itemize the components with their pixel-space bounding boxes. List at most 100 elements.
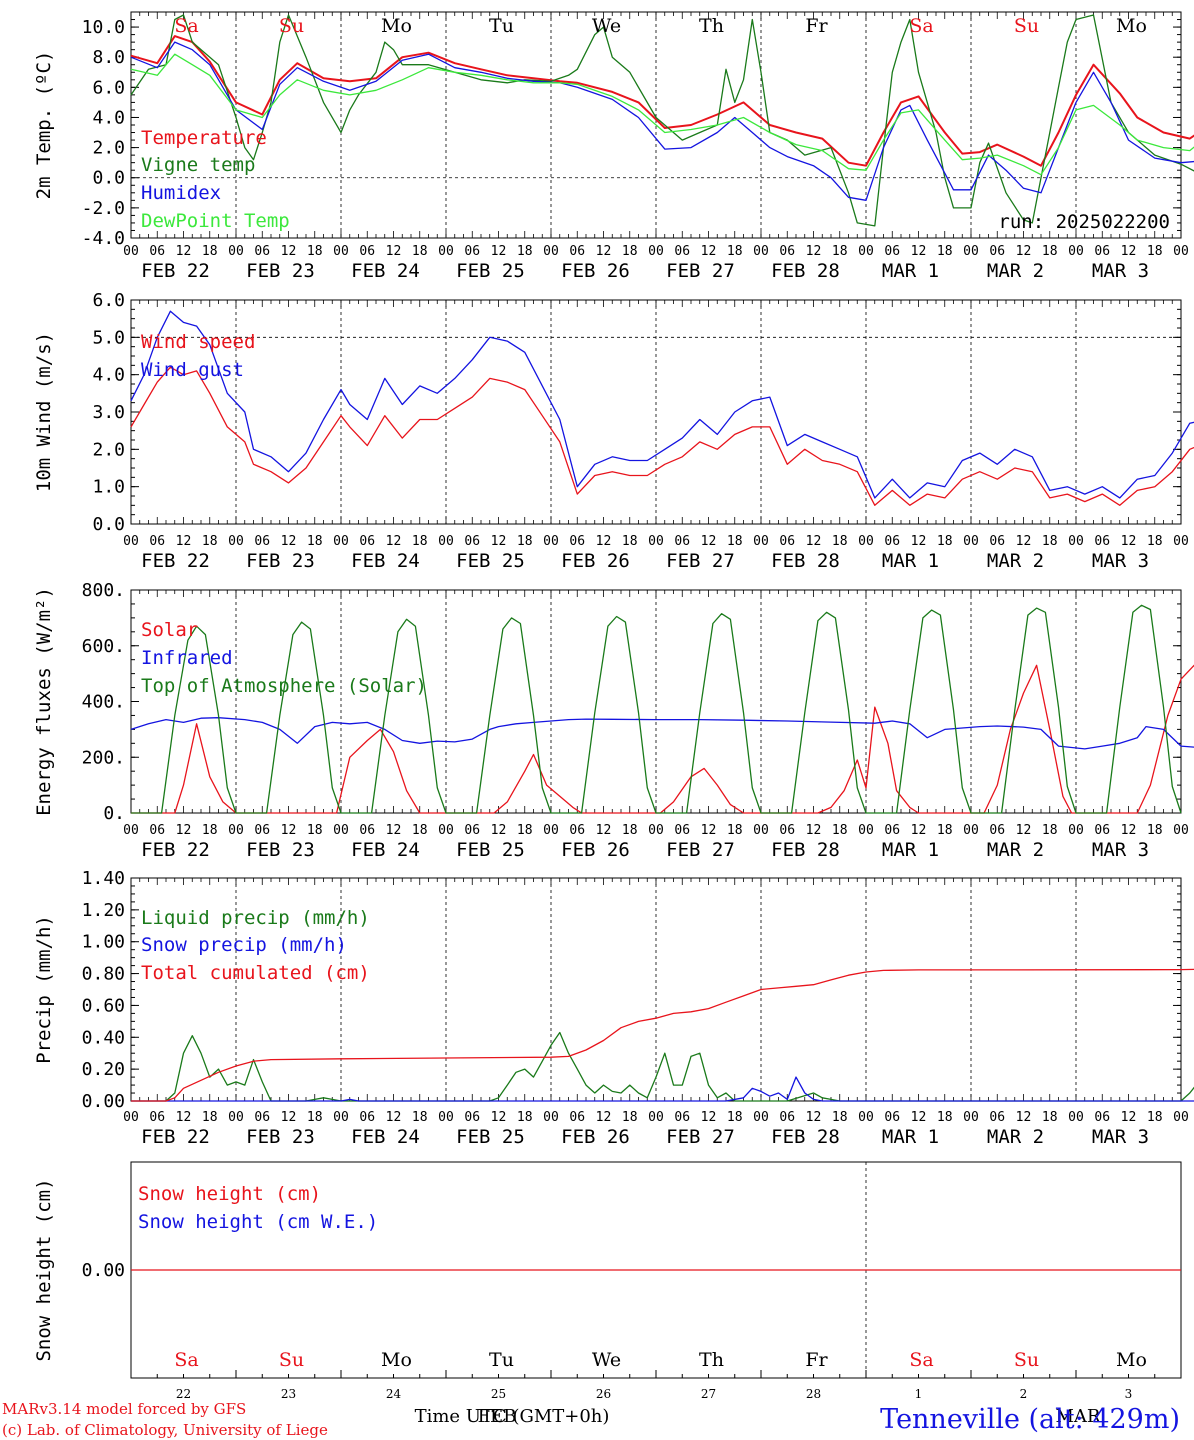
hour-tick-label: 18 (622, 823, 638, 838)
hour-tick-label: 06 (359, 823, 375, 838)
date-label: FEB 22 (141, 1126, 210, 1148)
hour-tick-label: 18 (517, 823, 533, 838)
hour-tick-label: 18 (517, 244, 533, 259)
day-of-week-label: Mo (1116, 1349, 1147, 1371)
hour-tick-label: 00 (648, 244, 664, 259)
hour-tick-label: 00 (543, 1110, 559, 1125)
date-label: FEB 28 (771, 550, 840, 572)
y-tick-label: 0.60 (82, 995, 125, 1016)
hour-tick-label: 18 (727, 244, 743, 259)
plot-frame (130, 589, 1182, 814)
legend-entry: Snow precip (mm/h) (141, 934, 347, 956)
hour-tick-label: 00 (438, 534, 454, 549)
date-label: MAR 1 (882, 550, 939, 572)
hour-tick-label: 12 (491, 534, 507, 549)
hour-tick-label: 00 (1173, 534, 1189, 549)
hour-tick-label: 12 (596, 534, 612, 549)
legend-entry: Temperature (141, 127, 267, 149)
legend-entry: Snow height (cm W.E.) (138, 1211, 378, 1233)
hour-tick-label: 06 (149, 534, 165, 549)
hour-tick-label: 06 (569, 1110, 585, 1125)
month-label: MAR (1056, 1406, 1101, 1427)
y-axis-label: 10m Wind (m/s) (33, 332, 55, 492)
hour-tick-label: 00 (963, 1110, 979, 1125)
hour-tick-label: 18 (517, 1110, 533, 1125)
hour-tick-label: 00 (333, 244, 349, 259)
hour-tick-label: 12 (806, 244, 822, 259)
hour-tick-label: 12 (1016, 534, 1032, 549)
hour-tick-label: 12 (491, 244, 507, 259)
date-label: MAR 1 (882, 260, 939, 282)
hour-tick-label: 18 (202, 534, 218, 549)
day-of-week-label: We (592, 15, 621, 37)
month-label: FEB (478, 1406, 517, 1427)
hour-tick-label: 12 (596, 1110, 612, 1125)
hour-tick-label: 06 (884, 823, 900, 838)
plot-frame (130, 299, 1182, 525)
day-number-label: 26 (596, 1387, 611, 1401)
date-label: FEB 26 (561, 550, 630, 572)
hour-tick-label: 18 (1147, 244, 1163, 259)
legend-entry: Top of Atmosphere (Solar) (141, 675, 427, 697)
y-tick-label: 0.00 (82, 1091, 125, 1112)
date-label: FEB 23 (246, 260, 315, 282)
hour-tick-label: 12 (596, 244, 612, 259)
hour-tick-label: 12 (176, 244, 192, 259)
hour-tick-label: 06 (254, 823, 270, 838)
day-of-week-label: We (592, 1349, 621, 1371)
day-of-week-label: Sa (174, 15, 198, 37)
series-line-solar (131, 664, 1194, 814)
hour-tick-label: 18 (727, 534, 743, 549)
y-tick-label: 10.0 (82, 17, 125, 38)
hour-tick-label: 12 (491, 823, 507, 838)
hour-tick-label: 00 (333, 823, 349, 838)
hour-tick-label: 18 (937, 534, 953, 549)
y-tick-label: 0.0 (92, 514, 125, 535)
series-line-vigne-temp (130, 14, 1194, 227)
y-tick-label: 1.40 (82, 868, 125, 889)
hour-tick-label: 06 (569, 244, 585, 259)
y-tick-label: 0.0 (92, 168, 125, 189)
date-label: FEB 28 (771, 839, 840, 861)
hour-tick-label: 12 (701, 244, 717, 259)
credit-line: (c) Lab. of Climatology, University of L… (2, 1421, 328, 1439)
date-label: FEB 27 (666, 1126, 735, 1148)
panel-3 (130, 589, 1194, 814)
hour-tick-label: 00 (753, 534, 769, 549)
date-label: FEB 25 (456, 839, 525, 861)
hour-tick-label: 12 (596, 823, 612, 838)
series-line-total-cumulated-cm (131, 968, 1194, 1102)
hour-tick-label: 00 (543, 823, 559, 838)
hour-tick-label: 18 (202, 244, 218, 259)
hour-tick-label: 18 (937, 823, 953, 838)
date-label: FEB 27 (666, 839, 735, 861)
y-tick-label: 6.0 (92, 77, 125, 98)
legend-entry: Wind gust (141, 359, 244, 381)
date-label: MAR 3 (1092, 839, 1149, 861)
hour-tick-label: 12 (911, 1110, 927, 1125)
hour-tick-label: 12 (1016, 244, 1032, 259)
hour-tick-label: 06 (1094, 244, 1110, 259)
hour-tick-label: 18 (412, 534, 428, 549)
hour-tick-label: 00 (1068, 244, 1084, 259)
hour-tick-label: 00 (1068, 534, 1084, 549)
date-label: FEB 22 (141, 550, 210, 572)
hour-tick-label: 06 (989, 1110, 1005, 1125)
y-tick-label: 800. (82, 580, 125, 601)
y-axis-label: Snow height (cm) (33, 1178, 55, 1361)
station-name: Tenneville (alt: 429m) (880, 1404, 1180, 1435)
hour-tick-label: 06 (359, 1110, 375, 1125)
hour-tick-label: 06 (779, 534, 795, 549)
hour-tick-label: 18 (832, 534, 848, 549)
hour-tick-label: 12 (491, 1110, 507, 1125)
hour-tick-label: 18 (412, 244, 428, 259)
day-number-label: 24 (386, 1387, 402, 1401)
date-label: FEB 23 (246, 1126, 315, 1148)
date-label: FEB 27 (666, 260, 735, 282)
hour-tick-label: 12 (911, 823, 927, 838)
day-of-week-label: Th (699, 15, 724, 37)
hour-tick-label: 06 (464, 244, 480, 259)
hour-tick-label: 00 (333, 1110, 349, 1125)
day-of-week-label: Su (1014, 15, 1039, 37)
date-label: MAR 1 (882, 839, 939, 861)
